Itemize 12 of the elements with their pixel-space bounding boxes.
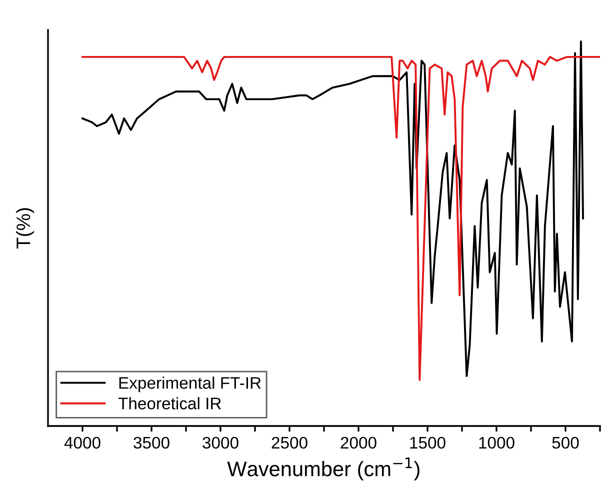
legend-label: Theoretical IR: [118, 397, 221, 410]
x-tick-label: 3000: [202, 436, 238, 449]
x-tick-label: 1000: [479, 436, 514, 449]
x-tick-label: 500: [552, 436, 579, 449]
x-tick-label: 1500: [410, 436, 446, 449]
y-axis-title: T(%): [16, 208, 34, 249]
x-tick-label: 4000: [64, 436, 100, 449]
x-tick-label: 3500: [134, 436, 170, 449]
x-tick-label: 2500: [272, 436, 308, 449]
x-tick-label: 2000: [340, 436, 376, 449]
x-axis-title: Wavenumber (cm$^{−1}$): [227, 458, 420, 480]
legend-label: Experimental FT-IR: [119, 376, 261, 392]
